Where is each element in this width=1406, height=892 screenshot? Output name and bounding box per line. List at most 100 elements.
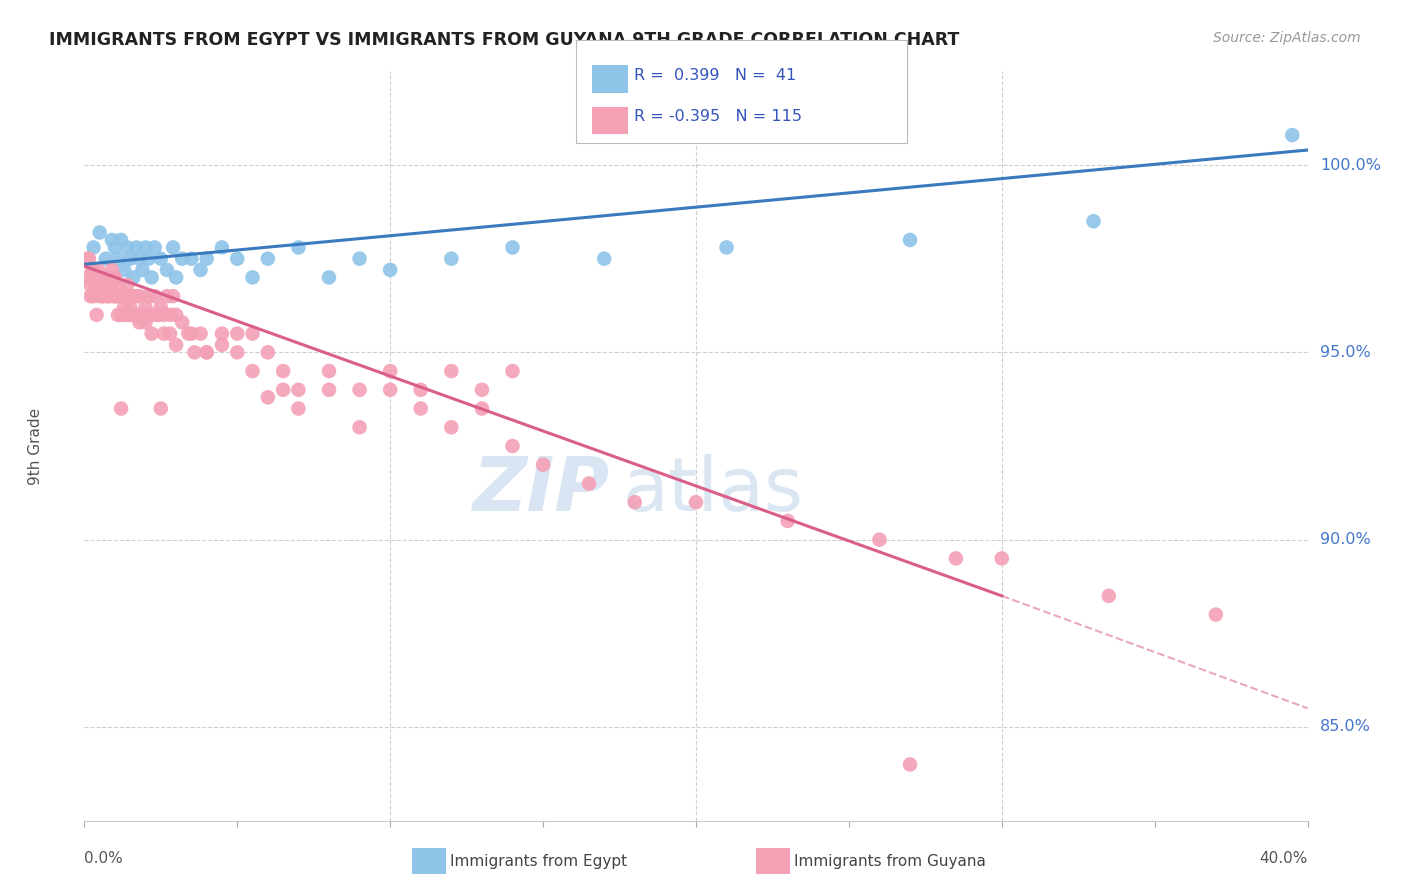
Point bbox=[578, 476, 600, 491]
Point bbox=[195, 345, 218, 359]
Point bbox=[190, 326, 212, 341]
Point bbox=[91, 289, 114, 303]
Point bbox=[898, 233, 921, 247]
Point bbox=[107, 308, 129, 322]
Point bbox=[502, 364, 524, 378]
Point bbox=[143, 240, 166, 254]
Point bbox=[111, 289, 134, 303]
Point bbox=[226, 326, 249, 341]
Point bbox=[149, 301, 172, 315]
Point bbox=[89, 270, 111, 285]
Point bbox=[409, 383, 432, 397]
Point bbox=[131, 263, 153, 277]
Point bbox=[242, 270, 264, 285]
Point bbox=[105, 289, 128, 303]
Point bbox=[89, 289, 111, 303]
Point bbox=[146, 308, 169, 322]
Text: 100.0%: 100.0% bbox=[1320, 158, 1381, 172]
Point bbox=[86, 308, 108, 322]
Point bbox=[135, 315, 157, 329]
Point bbox=[104, 289, 127, 303]
Point bbox=[531, 458, 554, 472]
Point bbox=[1281, 128, 1303, 142]
Point bbox=[716, 240, 738, 254]
Point bbox=[131, 308, 153, 322]
Point bbox=[1083, 214, 1105, 228]
Text: R = -0.395   N = 115: R = -0.395 N = 115 bbox=[634, 110, 801, 125]
Point bbox=[98, 277, 121, 292]
Point bbox=[149, 401, 172, 416]
Point bbox=[380, 383, 402, 397]
Point bbox=[122, 308, 145, 322]
Point bbox=[211, 326, 233, 341]
Point bbox=[128, 315, 150, 329]
Text: Immigrants from Egypt: Immigrants from Egypt bbox=[450, 855, 627, 869]
Point bbox=[76, 270, 98, 285]
Point bbox=[83, 289, 105, 303]
Point bbox=[211, 240, 233, 254]
Point bbox=[685, 495, 707, 509]
Point bbox=[165, 270, 187, 285]
Point bbox=[115, 277, 138, 292]
Point bbox=[776, 514, 799, 528]
Point bbox=[84, 270, 107, 285]
Point bbox=[165, 338, 187, 352]
Point bbox=[91, 289, 114, 303]
Point bbox=[80, 263, 103, 277]
Point bbox=[380, 263, 402, 277]
Point bbox=[108, 289, 131, 303]
Text: Immigrants from Guyana: Immigrants from Guyana bbox=[794, 855, 986, 869]
Point bbox=[112, 301, 135, 315]
Point bbox=[94, 252, 117, 266]
Point bbox=[101, 270, 124, 285]
Point bbox=[89, 226, 111, 240]
Point bbox=[869, 533, 891, 547]
Point bbox=[115, 240, 138, 254]
Point bbox=[211, 338, 233, 352]
Point bbox=[122, 289, 145, 303]
Point bbox=[287, 401, 309, 416]
Point bbox=[149, 252, 172, 266]
Point bbox=[94, 289, 117, 303]
Point bbox=[159, 308, 181, 322]
Point bbox=[471, 401, 494, 416]
Point bbox=[502, 439, 524, 453]
Point bbox=[93, 270, 115, 285]
Point bbox=[190, 263, 212, 277]
Point bbox=[440, 252, 463, 266]
Point bbox=[380, 364, 402, 378]
Point bbox=[110, 233, 132, 247]
Point bbox=[593, 252, 616, 266]
Point bbox=[83, 240, 105, 254]
Point bbox=[125, 240, 148, 254]
Point bbox=[1205, 607, 1227, 622]
Point bbox=[135, 301, 157, 315]
Point bbox=[87, 263, 110, 277]
Point bbox=[146, 308, 169, 322]
Point bbox=[349, 420, 371, 434]
Text: 9th Grade: 9th Grade bbox=[28, 408, 44, 484]
Point bbox=[138, 252, 160, 266]
Point bbox=[118, 289, 141, 303]
Point bbox=[257, 252, 280, 266]
Point bbox=[103, 289, 125, 303]
Point bbox=[624, 495, 647, 509]
Point bbox=[86, 277, 108, 292]
Point bbox=[945, 551, 967, 566]
Point bbox=[107, 252, 129, 266]
Point bbox=[242, 326, 264, 341]
Point bbox=[257, 390, 280, 404]
Point bbox=[226, 252, 249, 266]
Point bbox=[153, 326, 176, 341]
Point bbox=[162, 240, 184, 254]
Point bbox=[172, 315, 194, 329]
Point bbox=[271, 364, 294, 378]
Point bbox=[101, 263, 124, 277]
Point bbox=[162, 289, 184, 303]
Point bbox=[318, 383, 340, 397]
Point bbox=[471, 383, 494, 397]
Point bbox=[287, 240, 309, 254]
Point bbox=[107, 277, 129, 292]
Point bbox=[271, 383, 294, 397]
Point bbox=[318, 364, 340, 378]
